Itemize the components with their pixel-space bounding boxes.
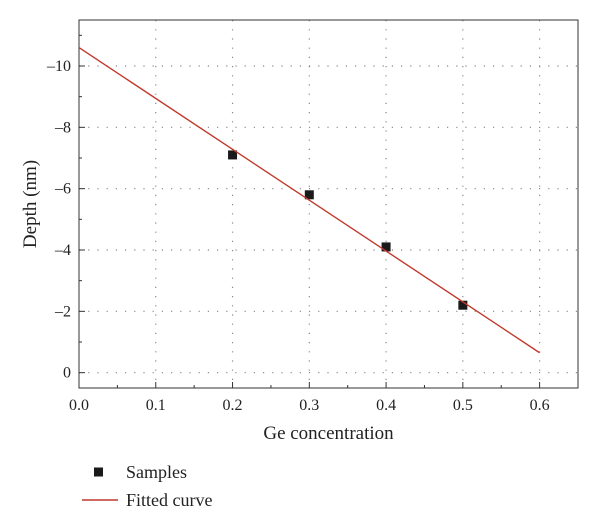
sample-point [304, 190, 314, 200]
fitted-curve-line [78, 47, 541, 354]
legend-label: Samples [126, 462, 187, 482]
legend-square-swatch [94, 467, 103, 477]
sample-point [228, 150, 238, 160]
plot-frame [78, 19, 579, 389]
x-tick-label: 0.0 [69, 397, 89, 414]
x-tick-label: 0.6 [530, 397, 550, 414]
x-tick-label: 0.2 [223, 397, 243, 414]
x-axis-title: Ge concentration [263, 423, 394, 444]
y-tick-label: –4 [54, 242, 71, 259]
x-tick-label: 0.5 [453, 397, 473, 414]
grid-lines [79, 20, 578, 388]
y-axis: 0 –2 –4 –6 –8 –10 [46, 34, 85, 382]
sample-point [381, 242, 391, 252]
legend-label: Fitted curve [126, 490, 212, 510]
y-tick-label: –6 [54, 181, 71, 198]
x-axis: 0.0 0.1 0.2 0.3 0.4 0.5 0.6 [69, 382, 579, 414]
x-tick-label: 0.4 [376, 397, 396, 414]
y-axis-title: Depth (nm) [20, 160, 41, 248]
sample-point [458, 300, 468, 310]
x-tick-label: 0.1 [146, 397, 166, 414]
y-tick-label: –2 [54, 303, 71, 320]
series-layer [78, 47, 541, 354]
x-tick-label: 0.3 [299, 397, 319, 414]
y-tick-label: –10 [46, 58, 71, 75]
legend: Samples Fitted curve [82, 462, 212, 510]
y-tick-label: –8 [54, 119, 71, 136]
y-tick-label: 0 [63, 365, 71, 382]
